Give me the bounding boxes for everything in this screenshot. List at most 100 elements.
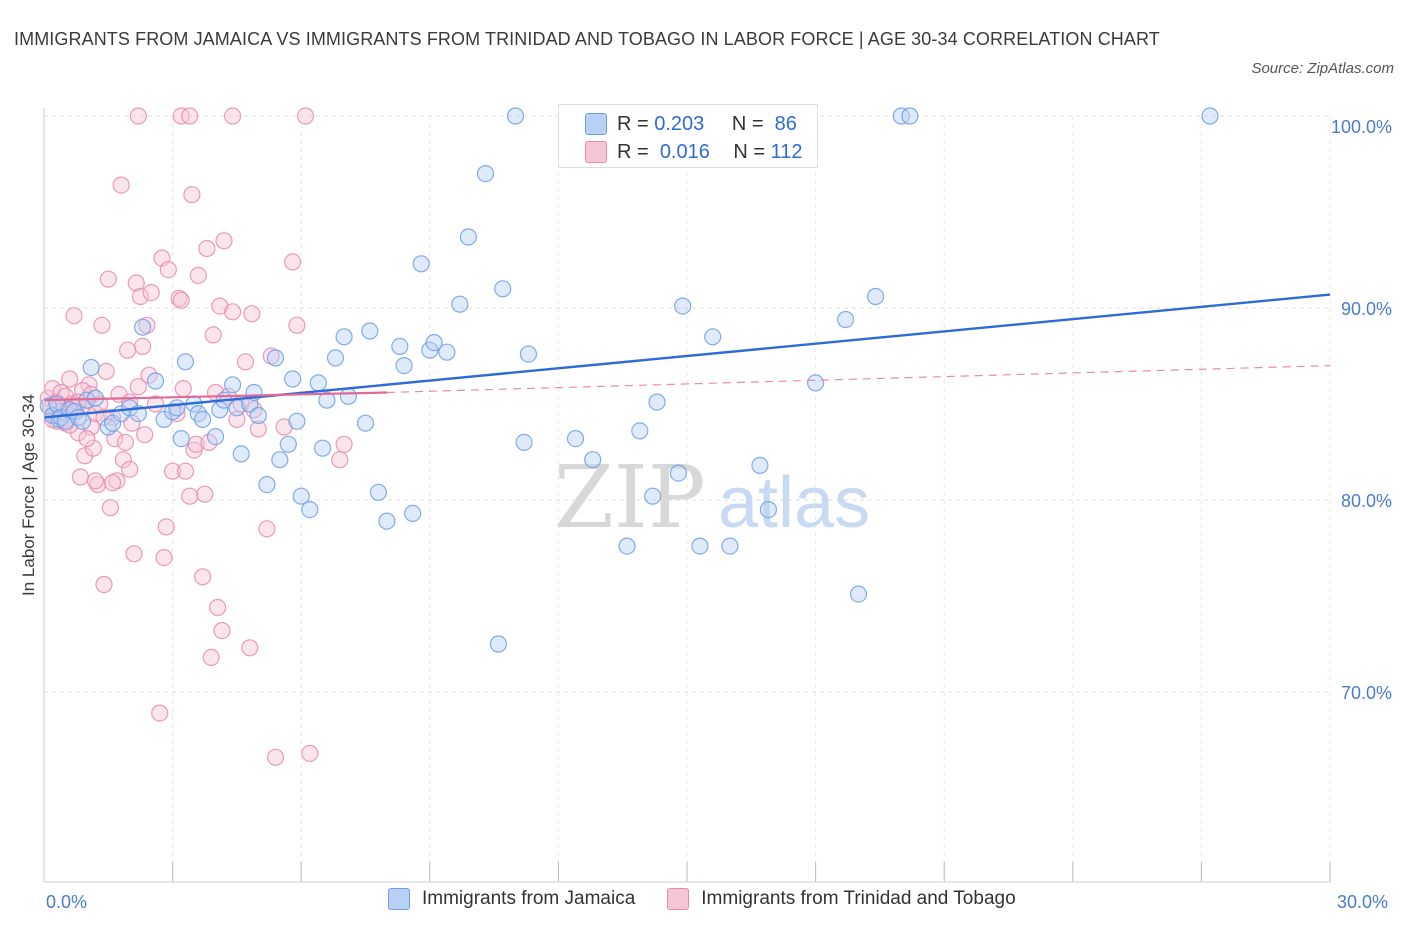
data-point-trinidad	[224, 303, 242, 321]
data-point-trinidad	[172, 291, 190, 309]
data-point-jamaica	[412, 255, 430, 273]
data-point-trinidad	[118, 341, 137, 359]
data-point-jamaica	[301, 501, 319, 519]
trend-line-trinidad-extrapolated	[386, 365, 1331, 394]
y-axis-title: In Labor Force | Age 30-34	[19, 394, 38, 596]
data-point-jamaica	[249, 406, 267, 425]
data-point-trinidad	[189, 266, 207, 284]
data-point-jamaica	[103, 414, 122, 432]
data-point-jamaica	[82, 358, 100, 377]
data-point-trinidad	[204, 326, 222, 344]
data-point-jamaica	[669, 464, 688, 482]
data-point-trinidad	[284, 253, 302, 271]
data-point-trinidad	[266, 748, 285, 766]
data-point-trinidad	[288, 316, 306, 334]
data-point-jamaica	[806, 374, 825, 392]
legend-item-trinidad[interactable]: Immigrants from Trinidad and Tobago	[667, 888, 1016, 910]
data-point-jamaica	[258, 476, 276, 494]
legend-stats: R = 0.203 N = 86 R = 0.016 N = 112	[558, 104, 818, 168]
data-point-jamaica	[194, 410, 212, 428]
legend-r-jamaica: 0.203	[654, 112, 705, 135]
data-point-jamaica	[146, 372, 165, 390]
data-point-trinidad	[95, 575, 113, 594]
data-point-trinidad	[129, 107, 147, 125]
data-point-jamaica	[361, 322, 379, 340]
data-point-jamaica	[284, 370, 302, 388]
data-point-jamaica	[309, 374, 327, 392]
data-point-jamaica	[759, 501, 778, 519]
data-point-jamaica	[584, 451, 602, 469]
x-tick-label-min: 0.0%	[46, 892, 87, 912]
watermark-zip: ZIP	[554, 448, 706, 548]
data-point-jamaica	[318, 391, 336, 409]
data-point-trinidad	[236, 353, 255, 371]
trend-lines	[43, 293, 1331, 419]
data-point-jamaica	[451, 295, 469, 313]
data-point-jamaica	[172, 430, 190, 448]
data-point-jamaica	[644, 487, 662, 505]
data-point-trinidad	[95, 408, 113, 426]
data-point-jamaica	[704, 328, 722, 346]
data-point-jamaica	[314, 439, 332, 457]
data-point-jamaica	[648, 393, 666, 411]
legend-series: Immigrants from Jamaica Immigrants from …	[388, 888, 1048, 910]
data-point-trinidad	[241, 639, 259, 657]
legend-row-trinidad: R = 0.016 N = 112	[585, 139, 803, 165]
legend-item-jamaica[interactable]: Immigrants from Jamaica	[388, 888, 635, 910]
data-point-trinidad	[213, 621, 231, 640]
data-point-trinidad	[140, 366, 158, 384]
legend-n-label: N =	[731, 112, 764, 135]
chart-title: IMMIGRANTS FROM JAMAICA VS IMMIGRANTS FR…	[14, 29, 1160, 49]
data-point-jamaica	[515, 433, 533, 451]
data-point-jamaica	[356, 414, 375, 432]
data-point-jamaica	[404, 504, 422, 523]
x-axis-ticks	[43, 862, 1331, 882]
data-point-trinidad	[249, 420, 267, 438]
data-point-jamaica	[506, 107, 525, 125]
data-point-jamaica	[1201, 107, 1219, 125]
series-trinidad-points	[39, 107, 353, 766]
legend-swatch-trinidad	[667, 888, 690, 910]
legend-row-jamaica: R = 0.203 N = 86	[585, 111, 797, 137]
data-point-jamaica	[176, 353, 195, 371]
data-point-trinidad	[159, 261, 177, 279]
data-point-jamaica	[901, 107, 919, 125]
data-point-jamaica	[476, 165, 495, 183]
y-axis-tick-labels: 70.0% 80.0% 90.0% 100.0%	[1331, 117, 1392, 703]
x-tick-label-max: 30.0%	[1337, 892, 1388, 912]
data-point-trinidad	[157, 518, 175, 536]
data-point-trinidad	[114, 451, 132, 469]
data-point-trinidad	[125, 545, 143, 563]
data-point-trinidad	[181, 487, 199, 505]
data-point-trinidad	[129, 378, 147, 396]
data-point-jamaica	[232, 445, 250, 463]
trend-line-jamaica	[43, 293, 1331, 419]
data-point-trinidad	[99, 270, 117, 288]
data-point-trinidad	[136, 426, 154, 444]
data-point-trinidad	[112, 176, 130, 194]
data-point-trinidad	[151, 704, 169, 722]
watermark-atlas: atlas	[718, 463, 870, 543]
data-point-trinidad	[224, 107, 242, 125]
chart-source: Source: ZipAtlas.com	[1251, 60, 1394, 77]
data-point-jamaica	[866, 287, 885, 306]
data-point-trinidad	[134, 337, 152, 355]
data-point-trinidad	[155, 548, 173, 567]
data-point-jamaica	[206, 428, 225, 446]
data-point-jamaica	[326, 349, 345, 367]
data-point-jamaica	[674, 297, 692, 315]
series-jamaica-points	[39, 107, 1219, 653]
data-point-jamaica	[519, 345, 538, 363]
legend-n-label: N =	[733, 140, 766, 163]
y-tick-label: 70.0%	[1341, 683, 1392, 703]
data-point-trinidad	[174, 380, 192, 398]
data-point-trinidad	[198, 239, 216, 258]
data-point-trinidad	[131, 287, 149, 306]
data-point-trinidad	[65, 307, 83, 325]
data-point-trinidad	[200, 433, 218, 451]
data-point-trinidad	[181, 107, 199, 125]
data-point-trinidad	[243, 305, 261, 323]
data-point-trinidad	[335, 435, 353, 453]
data-point-trinidad	[258, 520, 276, 538]
data-point-trinidad	[93, 316, 111, 334]
